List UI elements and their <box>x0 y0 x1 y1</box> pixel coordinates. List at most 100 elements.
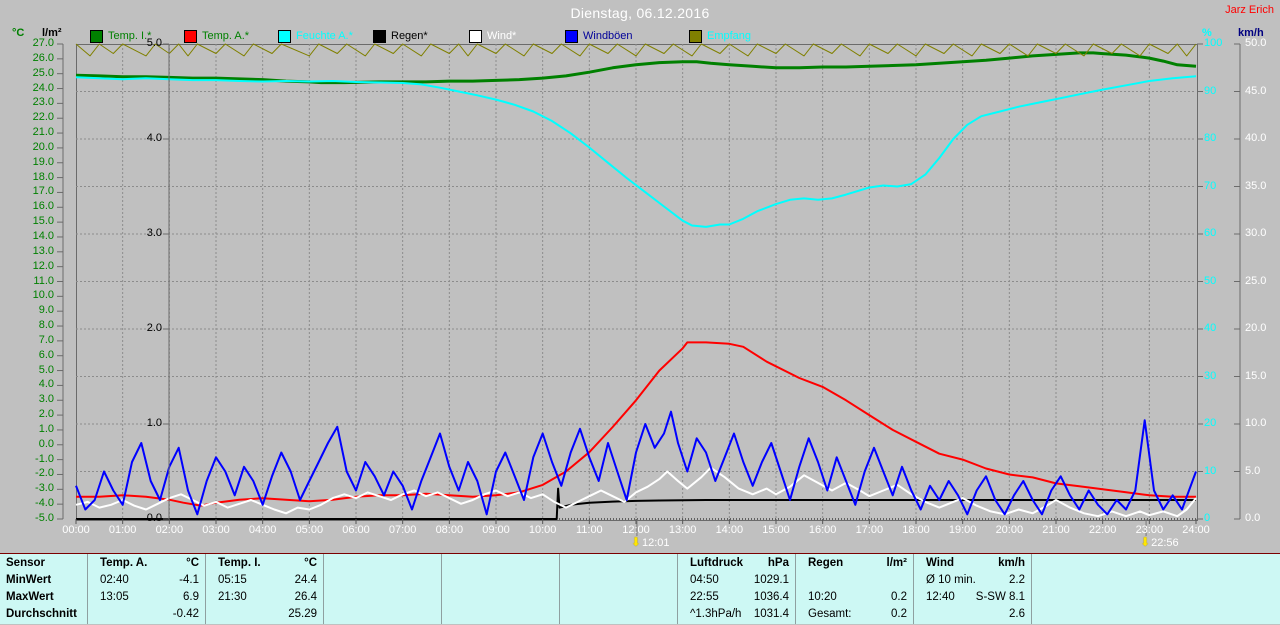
summary-cell-row: 2.6 <box>1009 607 1025 620</box>
x-axis-hour-label: 24:00 <box>1182 524 1210 536</box>
summary-cell-row <box>442 605 559 622</box>
summary-column-wind: Wind km/h Ø 10 min. 2.2 12:40 S-SW 8.1 2.6 <box>914 554 1032 624</box>
summary-column-header: Temp. I. °C <box>218 556 317 569</box>
legend-swatch-wind <box>469 29 482 43</box>
axis-tick-label: 26.0 <box>32 51 54 64</box>
summary-row-label: Sensor <box>6 556 45 569</box>
axis-tick-label: 6.0 <box>38 348 54 361</box>
axis-tick-label: 40 <box>1204 322 1217 334</box>
summary-cell-row: -0.42 <box>172 607 199 620</box>
summary-column-empty <box>442 554 560 624</box>
summary-cell-row <box>560 605 677 622</box>
x-axis-hour-label: 15:00 <box>762 524 790 536</box>
axis-tick-label: 25.0 <box>1245 274 1267 287</box>
summary-column-luftdruck: Luftdruck hPa 04:50 1029.1 22:55 1036.4 ^1.3hP… <box>678 554 796 624</box>
summary-row-label: MaxWert <box>6 590 54 603</box>
x-axis-hour-label: 23:00 <box>1135 524 1164 536</box>
legend-item-feuchte[interactable]: Feuchte A.* <box>278 29 353 43</box>
x-axis-hour-label: 03:00 <box>202 524 230 536</box>
summary-row-labels-column: Sensor MinWert MaxWert Durchschnitt <box>0 554 88 624</box>
axis-tick-label: 2.0 <box>38 408 54 421</box>
summary-cell-row: 13:05 6.9 <box>100 590 199 603</box>
summary-column-header <box>442 554 559 571</box>
axis-tick-label: 100 <box>1204 37 1223 49</box>
summary-row-label: Durchschnitt <box>6 607 77 620</box>
summary-column-empty <box>324 554 442 624</box>
summary-cell-row: 02:40 -4.1 <box>100 573 199 586</box>
x-axis-hour-label: 00:00 <box>62 524 90 536</box>
legend-item-temp-i[interactable]: Temp. I.* <box>90 29 151 43</box>
summary-column-empty <box>560 554 678 624</box>
summary-cell-row: Ø 10 min. 2.2 <box>926 573 1025 586</box>
legend-label-wind: Wind* <box>487 30 517 42</box>
axis-tick-label: 15.0 <box>32 215 54 228</box>
legend-item-empfang[interactable]: Empfang <box>689 29 751 43</box>
legend-item-wind[interactable]: Wind* <box>469 29 516 43</box>
axis-tick-label: 10 <box>1204 464 1217 477</box>
axis-tick-label: -4.0 <box>35 497 54 510</box>
axis-tick-label: 2.0 <box>146 322 162 334</box>
x-axis-hour-label: 18:00 <box>902 524 930 536</box>
legend-label-regen: Regen* <box>391 30 428 42</box>
axis-tick-label: 35.0 <box>1245 179 1267 192</box>
summary-table: Sensor MinWert MaxWert Durchschnitt Temp. A.… <box>0 553 1280 624</box>
axis-tick-label: 20.0 <box>32 140 54 153</box>
axis-tick-label: 21.0 <box>32 126 54 139</box>
x-axis-hour-label: 21:00 <box>1042 524 1070 536</box>
x-axis-hour-label: 19:00 <box>948 524 977 536</box>
legend-label-temp-a: Temp. A.* <box>202 30 250 42</box>
summary-cell-row <box>324 605 441 622</box>
summary-cell-row <box>796 571 913 588</box>
summary-cell-row: 04:50 1029.1 <box>690 573 789 586</box>
summary-column-temp--i-: Temp. I. °C 05:15 24.4 21:30 26.4 25.29 <box>206 554 324 624</box>
axis-tick-label: 40.0 <box>1245 132 1267 144</box>
axis-tick-label: 10.0 <box>1245 417 1267 429</box>
axis-tick-label: 60 <box>1204 227 1217 239</box>
x-axis-hour-label: 22:00 <box>1088 524 1117 536</box>
legend-item-temp-a[interactable]: Temp. A.* <box>184 29 249 43</box>
axis-tick-label: 17.0 <box>32 185 54 198</box>
summary-cell-row: 10:20 0.2 <box>808 590 907 603</box>
summary-cell-row <box>324 588 441 605</box>
marker-arrow-icon: ⬇ <box>1140 535 1151 549</box>
axis-tick-label: 27.0 <box>32 37 54 49</box>
axis-tick-label: 14.0 <box>32 229 54 242</box>
x-axis-hour-label: 07:00 <box>388 524 417 536</box>
legend-item-regen[interactable]: Regen* <box>373 29 428 43</box>
axis-tick-label: 11.0 <box>33 274 54 287</box>
legend-swatch-temp-a <box>184 29 197 43</box>
axis-tick-label: 8.0 <box>38 319 54 332</box>
axis-tick-label: 5.0 <box>146 37 162 49</box>
axis-tick-label: 1.0 <box>146 417 162 429</box>
summary-cell-row: 22:55 1036.4 <box>690 590 789 603</box>
legend-swatch-empfang <box>689 29 702 43</box>
axis-tick-label: 30.0 <box>1245 227 1267 239</box>
x-axis-hour-label: 12:00 <box>622 524 650 536</box>
x-axis-hour-label: 20:00 <box>995 524 1024 536</box>
axis-tick-label: 45.0 <box>1245 84 1267 97</box>
axis-tick-label: 16.0 <box>32 200 54 213</box>
axis-tick-label: 13.0 <box>32 244 54 257</box>
marker-label: 12:01 <box>641 537 670 549</box>
axis-tick-label: -5.0 <box>35 512 54 524</box>
axis-tick-label: -2.0 <box>35 467 54 480</box>
axis-tick-label: 50.0 <box>1245 37 1267 49</box>
summary-cell-row: 05:15 24.4 <box>218 573 317 586</box>
axis-tick-label: 1.0 <box>38 422 54 435</box>
summary-column-temp--a-: Temp. A. °C 02:40 -4.1 13:05 6.9 -0.42 <box>88 554 206 624</box>
legend-label-empfang: Empfang <box>707 30 752 42</box>
axis-tick-label: 24.0 <box>32 81 54 94</box>
axis-tick-label: 5.0 <box>38 363 54 376</box>
legend-item-windboeen[interactable]: Windböen <box>565 29 633 43</box>
axis-tick-label: 4.0 <box>146 132 162 144</box>
summary-cell-row <box>324 571 441 588</box>
summary-column-header: Temp. A. °C <box>100 556 199 569</box>
plot-area[interactable] <box>76 44 1198 521</box>
axis-unit-rain: l/m² <box>42 27 62 39</box>
axis-tick-label: 7.0 <box>38 333 54 346</box>
summary-row-label: MinWert <box>6 573 52 586</box>
summary-cell-row: 25.29 <box>288 607 317 620</box>
axis-tick-label: 10.0 <box>32 289 54 302</box>
axis-tick-label: 20.0 <box>1245 322 1267 334</box>
summary-cell-row: Gesamt: 0.2 <box>808 607 907 620</box>
